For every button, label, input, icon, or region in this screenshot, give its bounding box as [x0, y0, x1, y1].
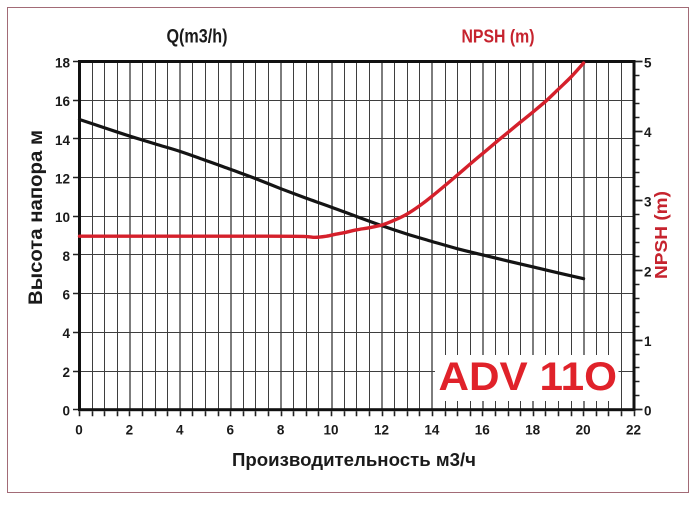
svg-text:12: 12	[374, 423, 389, 438]
svg-text:NPSH (m): NPSH (m)	[462, 27, 535, 47]
svg-text:Высота напора м: Высота напора м	[26, 130, 47, 305]
svg-text:NPSH (m): NPSH (m)	[651, 191, 671, 279]
svg-text:6: 6	[226, 423, 234, 438]
svg-text:16: 16	[475, 423, 491, 438]
svg-text:16: 16	[55, 94, 71, 109]
svg-text:6: 6	[62, 288, 70, 303]
svg-text:0: 0	[62, 404, 70, 419]
svg-text:3: 3	[644, 195, 652, 210]
svg-text:4: 4	[62, 326, 70, 341]
svg-text:20: 20	[576, 423, 591, 438]
svg-text:Q(m3/h): Q(m3/h)	[167, 27, 228, 48]
svg-text:10: 10	[55, 210, 70, 225]
svg-text:18: 18	[55, 55, 71, 70]
svg-text:4: 4	[176, 423, 184, 438]
svg-text:14: 14	[424, 423, 440, 438]
svg-text:22: 22	[626, 423, 641, 438]
svg-text:8: 8	[277, 423, 285, 438]
svg-text:2: 2	[644, 264, 652, 279]
svg-text:5: 5	[644, 55, 652, 70]
svg-text:2: 2	[62, 365, 70, 380]
svg-text:0: 0	[75, 423, 83, 438]
svg-text:4: 4	[644, 125, 652, 140]
svg-text:ADV 11O: ADV 11O	[439, 355, 618, 399]
svg-text:2: 2	[126, 423, 134, 438]
svg-text:14: 14	[55, 133, 71, 148]
svg-text:12: 12	[55, 172, 70, 187]
svg-text:0: 0	[644, 404, 652, 419]
svg-text:10: 10	[323, 423, 338, 438]
svg-text:1: 1	[644, 334, 652, 349]
svg-text:Производительность м3/ч: Производительность м3/ч	[232, 449, 476, 470]
svg-text:8: 8	[62, 249, 70, 264]
svg-text:18: 18	[525, 423, 541, 438]
